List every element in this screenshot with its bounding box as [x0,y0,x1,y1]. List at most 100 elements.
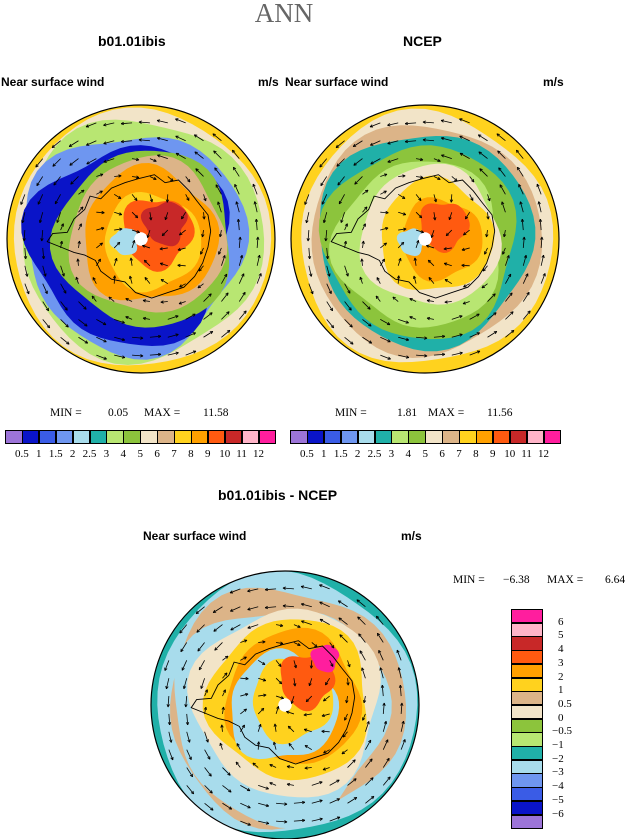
obs-wind-vector [336,158,345,167]
obs-wind-vector [463,229,470,236]
obs-wind-vector [449,194,454,203]
obs-wind-vector [380,242,387,249]
obs-wind-vector [505,329,515,338]
model-wind-vector [76,258,80,266]
diff-wind-vector [362,713,366,721]
diff-wind-vector [179,624,188,634]
diff-wind-vector [182,678,188,690]
model-wind-vector [78,223,82,231]
model-wind-vector [86,140,97,146]
diff-wind-vector [323,695,330,702]
model-wind-vector [112,275,117,284]
obs-wind-vector [352,140,363,148]
obs-coastline [330,174,496,299]
diff-wind-vector [276,820,288,824]
obs-wind-vector [461,263,470,268]
diff-map-boundary [150,570,420,839]
model-wind-vector [181,211,187,220]
obs-wind-vector [422,120,434,124]
model-wind-vector [232,166,240,177]
diff-wind-vector [361,667,366,679]
obs-colorbar-swatch [492,430,511,444]
obs-wind-vector [380,173,388,177]
obs-colorbar-tick-label: 7 [456,448,462,460]
obs-wind-vector [354,176,363,185]
diff-wind-vector [282,586,294,590]
diff-wind-vector [382,757,390,768]
diff-colorbar-swatch [511,787,543,802]
model-wind-vector [165,194,170,203]
model-wind-vector [120,139,133,144]
diff-wind-vector [257,707,265,715]
diff-colorbar-swatch [511,650,543,665]
obs-colorbar-tick-label: 2.5 [367,448,382,460]
obs-wind-vector [501,201,506,213]
diff-wind-vector [286,765,294,769]
diff-wind-vector [204,767,212,777]
diff-wind-vector [311,781,323,786]
obs-wind-vector [362,319,372,327]
obs-wind-vector [413,257,417,266]
model-wind-vector [21,212,26,224]
model-wind-vector [253,201,258,213]
diff-wind-vector [240,820,251,826]
model-colorbar-tick-label: 7 [171,448,177,460]
model-wind-vector [142,299,150,303]
diff-wind-vector [321,729,330,734]
diff-wind-vector [293,800,306,805]
obs-wind-vector [433,194,438,203]
diff-wind-vector [180,642,188,653]
model-wind-vector [198,265,204,272]
model-wind-vector [194,151,204,159]
diff-wind-vector [329,798,340,804]
model-wind-vector [178,301,186,305]
model-wind-vector [179,229,186,236]
obs-wind-vector [433,334,446,339]
model-wind-vector [132,354,144,358]
diff-coastline [190,640,356,765]
obs-wind-vector [415,240,420,249]
model-colorbar-tick-label: 8 [188,448,194,460]
obs-wind-vector [451,333,463,338]
model-wind-vector [114,354,126,359]
obs-wind-vector [376,277,381,284]
model-wind-vector [185,332,196,338]
obs-max-value: 11.56 [487,407,513,419]
obs-wind-vector [440,119,452,124]
obs-wind-vector [369,122,381,128]
model-colorbar-swatch [5,430,23,444]
obs-wind-vector [320,176,328,187]
obs-wind-vector [522,310,531,320]
diff-wind-vector [397,667,402,679]
obs-wind-vector [306,230,310,242]
model-wind-vector [36,176,44,187]
diff-wind-vector [257,723,262,732]
obs-wind-vector [380,354,391,360]
obs-wind-vector [404,121,417,126]
diff-wind-vector [212,606,223,614]
model-wind-vector [215,184,222,195]
diff-wind-vector [358,633,366,643]
model-wind-vector [23,247,28,260]
diff-wind-vector [365,758,373,768]
diff-wind-vector [286,710,295,715]
model-wind-vector [92,277,97,284]
diff-wind-vector [359,650,366,661]
model-wind-vector [252,183,258,195]
obs-colorbar-tick-label: 5 [422,448,428,460]
obs-colorbar-swatch [543,430,561,444]
obs-wind-vector [444,279,453,285]
model-wind-vector [56,212,61,223]
model-wind-vector [132,336,144,340]
model-wind-vector [68,140,79,148]
model-wind-vector [213,150,222,159]
model-wind-vector [203,293,212,302]
obs-wind-vector [463,283,470,288]
diff-wind-vector [286,782,295,787]
obs-colorbar-swatch [459,430,477,444]
model-wind-vector [256,273,262,284]
diff-colorbar-tick-label: 5 [558,629,564,642]
diff-wind-vector [229,588,241,594]
model-wind-vector [131,194,138,201]
obs-wind-vector [340,212,345,223]
